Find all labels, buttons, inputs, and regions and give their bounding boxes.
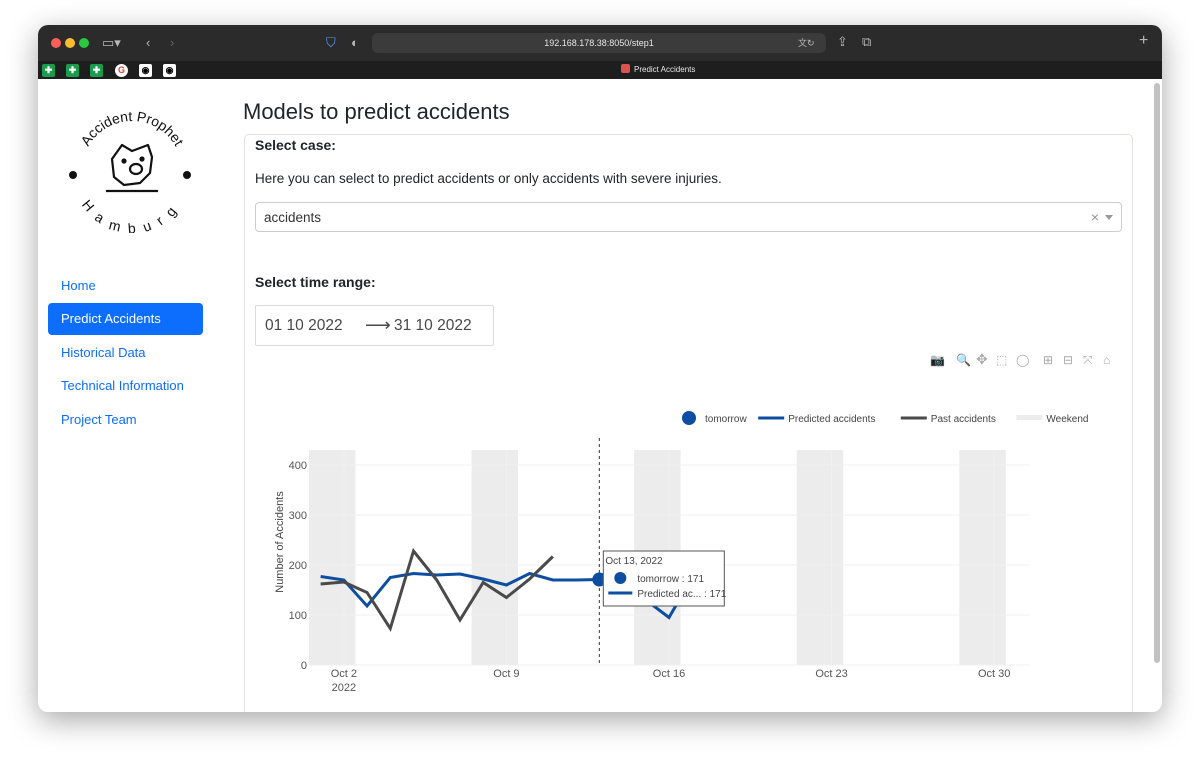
back-icon[interactable]: ‹	[146, 35, 151, 50]
close-window-button[interactable]	[51, 38, 61, 48]
y-tick-label: 200	[289, 560, 307, 572]
y-tick-label: 0	[301, 660, 307, 672]
new-tab-button[interactable]: +	[1139, 32, 1149, 49]
shield-icon[interactable]: ⛉	[326, 35, 336, 50]
browser-titlebar: ▭▾ ‹ › ⛉ ◐ 192.168.178.38:8050/step1 文↻ …	[38, 25, 1162, 61]
zoom-icon[interactable]: 🔍	[956, 353, 971, 367]
google-bookmark-icon[interactable]: G	[115, 64, 128, 77]
x-tick-sublabel: 2022	[332, 682, 356, 694]
legend-label: tomorrow	[705, 414, 747, 425]
autoscale-icon[interactable]: ⤧	[1083, 353, 1093, 367]
sidebar-item-technical-information[interactable]: Technical Information	[61, 378, 184, 393]
legend-band	[1016, 415, 1043, 420]
page-title: Models to predict accidents	[243, 99, 510, 124]
weekend-band	[796, 450, 844, 665]
x-tick-label: Oct 9	[493, 668, 519, 680]
prediction-card: Select case: Here you can select to pred…	[244, 134, 1133, 712]
start-date-input[interactable]: 01 10 2022	[265, 317, 343, 334]
legend-label: Past accidents	[931, 414, 996, 425]
forward-icon[interactable]: ›	[170, 35, 175, 50]
logo-text-top: Accident Prophet	[77, 108, 187, 149]
minimize-window-button[interactable]	[65, 38, 75, 48]
pan-icon[interactable]: ✥	[976, 351, 988, 367]
zoom-in-icon[interactable]: ⊞	[1043, 353, 1054, 367]
weekend-band	[309, 450, 356, 665]
x-tick-label: Oct 16	[653, 668, 685, 680]
arrow-right-icon: ⟶	[365, 315, 391, 335]
logo-dot	[183, 171, 191, 179]
lasso-icon[interactable]: ◯	[1016, 353, 1030, 367]
github-bookmark-icon[interactable]: ◉	[139, 64, 152, 77]
tab-favicon-icon	[621, 64, 630, 73]
sheets-bookmark-icon[interactable]: ✚	[42, 64, 55, 77]
y-tick-label: 300	[289, 510, 307, 522]
sheets-bookmark-icon[interactable]: ✚	[66, 64, 79, 77]
privacy-icon[interactable]: ◐	[351, 35, 359, 50]
chevron-down-icon[interactable]	[1105, 215, 1113, 220]
case-dropdown-value: accidents	[264, 210, 322, 225]
accidents-chart[interactable]: 0 100 200 300 400 Oct 2 2022 Oct 9 Oct 16 Oct 23…	[245, 390, 1125, 712]
sidebar-item-historical-data[interactable]: Historical Data	[61, 345, 146, 360]
end-date-input[interactable]: 31 10 2022	[394, 317, 472, 334]
translate-icon[interactable]: 文↻	[798, 38, 815, 48]
zoom-out-icon[interactable]: ⊟	[1063, 353, 1074, 367]
vertical-scrollbar[interactable]	[1154, 83, 1160, 663]
clear-icon[interactable]: ×	[1090, 209, 1099, 225]
logo-dot	[69, 171, 77, 179]
page-content: Accident Prophet Hamburg Home Predict Ac…	[38, 79, 1162, 712]
y-tick-label: 400	[289, 460, 307, 472]
tooltip-title: Oct 13, 2022	[605, 556, 663, 567]
case-dropdown[interactable]: accidents ×	[255, 202, 1122, 232]
sidebar-item-project-team[interactable]: Project Team	[61, 412, 137, 427]
y-axis-label: Number of Accidents	[274, 491, 286, 593]
tooltip-row: tomorrow : 171	[637, 574, 704, 585]
hover-tooltip: Oct 13, 2022 tomorrow : 171 Predicted ac..…	[602, 550, 727, 607]
weekend-band	[959, 450, 1006, 665]
tooltip-marker	[614, 572, 627, 584]
sidebar-toggle-icon[interactable]: ▭▾	[102, 35, 121, 50]
sheets-bookmark-icon[interactable]: ✚	[90, 64, 103, 77]
camera-icon[interactable]: 📷	[930, 353, 945, 367]
tabs-overview-icon[interactable]: ⧉	[862, 34, 872, 49]
x-tick-label: Oct 30	[978, 668, 1010, 680]
logo-text-bottom: Hamburg	[79, 196, 185, 233]
legend-marker	[682, 411, 696, 425]
sidebar-item-predict-accidents[interactable]: Predict Accidents	[48, 303, 203, 335]
legend-label: Predicted accidents	[788, 414, 875, 425]
active-tab-title[interactable]: Predict Accidents	[634, 65, 696, 74]
zoom-window-button[interactable]	[79, 38, 89, 48]
pig-icon	[106, 143, 158, 193]
tab-bar: ✚ ✚ ✚ G ◉ ◉ Predict Accidents	[38, 61, 1162, 79]
case-label: Select case:	[255, 137, 336, 153]
case-description: Here you can select to predict accidents…	[255, 171, 722, 186]
github-bookmark-icon[interactable]: ◉	[163, 64, 176, 77]
y-tick-label: 100	[289, 610, 307, 622]
address-bar[interactable]: 192.168.178.38:8050/step1	[372, 33, 826, 53]
past-accidents-line	[320, 547, 554, 633]
legend-label: Weekend	[1046, 414, 1088, 425]
sidebar-item-home[interactable]: Home	[61, 278, 96, 293]
share-icon[interactable]: ⇪	[837, 34, 848, 49]
box-select-icon[interactable]: ⬚	[996, 353, 1008, 367]
tooltip-row: Predicted ac... : 171	[637, 589, 726, 600]
x-tick-label: Oct 23	[815, 668, 847, 680]
home-icon[interactable]: ⌂	[1103, 353, 1111, 367]
x-tick-label: Oct 2	[331, 668, 357, 680]
date-range-picker[interactable]: 01 10 2022 ⟶ 31 10 2022	[255, 305, 494, 346]
browser-window: ▭▾ ‹ › ⛉ ◐ 192.168.178.38:8050/step1 文↻ …	[38, 25, 1162, 712]
app-logo: Accident Prophet Hamburg	[60, 93, 200, 237]
time-range-label: Select time range:	[255, 274, 376, 290]
weekend-band	[471, 450, 519, 665]
